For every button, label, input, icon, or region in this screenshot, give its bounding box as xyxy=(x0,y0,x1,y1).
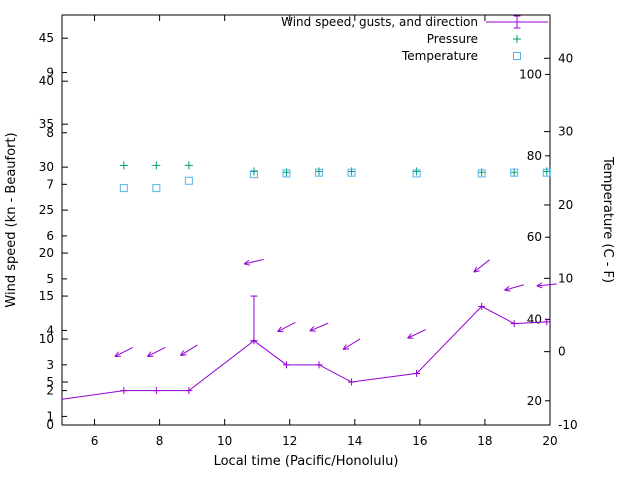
kn-tick-label: 40 xyxy=(39,74,54,88)
kn-tick-label: 30 xyxy=(39,160,54,174)
temperature-series xyxy=(119,168,551,193)
kn-tick-label: 10 xyxy=(39,332,54,346)
beaufort-tick-label: 9 xyxy=(46,66,54,80)
legend-label-wind: Wind speed, gusts, and direction xyxy=(281,15,478,29)
x-axis-title: Local time (Pacific/Honolulu) xyxy=(214,454,399,469)
beaufort-tick-label: 6 xyxy=(46,229,54,243)
kn-tick-label: 5 xyxy=(46,375,54,389)
fahrenheit-tick-label: 40 xyxy=(527,312,542,326)
x-tick-label: 12 xyxy=(282,434,297,448)
x-tick-label: 8 xyxy=(156,434,164,448)
fahrenheit-tick-label: 80 xyxy=(527,149,542,163)
kn-tick-label: 25 xyxy=(39,203,54,217)
fahrenheit-tick-label: 60 xyxy=(527,230,542,244)
x-axis-ticks: 6 8 10 12 14 16 18 20 xyxy=(91,15,558,448)
y-right-axis-title: Temperature (C - F) xyxy=(600,156,615,283)
kn-tick-label: 15 xyxy=(39,289,54,303)
kn-tick-label: 20 xyxy=(39,246,54,260)
x-tick-label: 16 xyxy=(412,434,427,448)
plot-border xyxy=(61,14,551,426)
beaufort-tick-label: 2 xyxy=(46,384,54,398)
celsius-tick-label: 10 xyxy=(558,271,573,285)
celsius-tick-label: 40 xyxy=(558,51,573,65)
celsius-tick-label: -10 xyxy=(558,418,578,432)
y-right-ticks: -10 0 10 20 30 40 20 40 60 80 100 xyxy=(519,51,578,432)
beaufort-tick-label: 1 xyxy=(46,409,54,423)
beaufort-tick-label: 7 xyxy=(46,177,54,191)
wind-direction-arrows xyxy=(114,258,557,357)
x-tick-label: 18 xyxy=(477,434,492,448)
beaufort-tick-label: 8 xyxy=(46,126,54,140)
x-tick-label: 6 xyxy=(91,434,99,448)
wind-speed-line xyxy=(61,305,547,400)
fahrenheit-tick-label: 100 xyxy=(519,67,542,81)
x-tick-label: 10 xyxy=(217,434,232,448)
chart-plot-area: 6 8 10 12 14 16 18 2005101520253035404512345678… xyxy=(39,14,578,448)
beaufort-tick-label: 5 xyxy=(46,272,54,286)
pressure-series xyxy=(119,161,551,177)
legend-samples xyxy=(486,15,548,60)
x-tick-label: 14 xyxy=(347,434,362,448)
beaufort-tick-label: 4 xyxy=(46,323,54,337)
legend-label-pressure: Pressure xyxy=(427,32,478,46)
kn-tick-label: 45 xyxy=(39,31,54,45)
celsius-tick-label: 20 xyxy=(558,198,573,212)
y-left-axis-title: Wind speed (kn - Beaufort) xyxy=(4,132,19,307)
legend: Wind speed, gusts, and direction Pressur… xyxy=(281,15,548,63)
beaufort-tick-label: 3 xyxy=(46,358,54,372)
wind-series xyxy=(61,295,551,400)
kn-tick-label: 35 xyxy=(39,117,54,131)
kn-tick-label: 0 xyxy=(46,418,54,432)
celsius-tick-label: 0 xyxy=(558,345,566,359)
celsius-tick-label: 30 xyxy=(558,125,573,139)
x-tick-label: 20 xyxy=(542,434,557,448)
fahrenheit-tick-label: 20 xyxy=(527,394,542,408)
legend-label-temperature: Temperature xyxy=(401,49,478,63)
